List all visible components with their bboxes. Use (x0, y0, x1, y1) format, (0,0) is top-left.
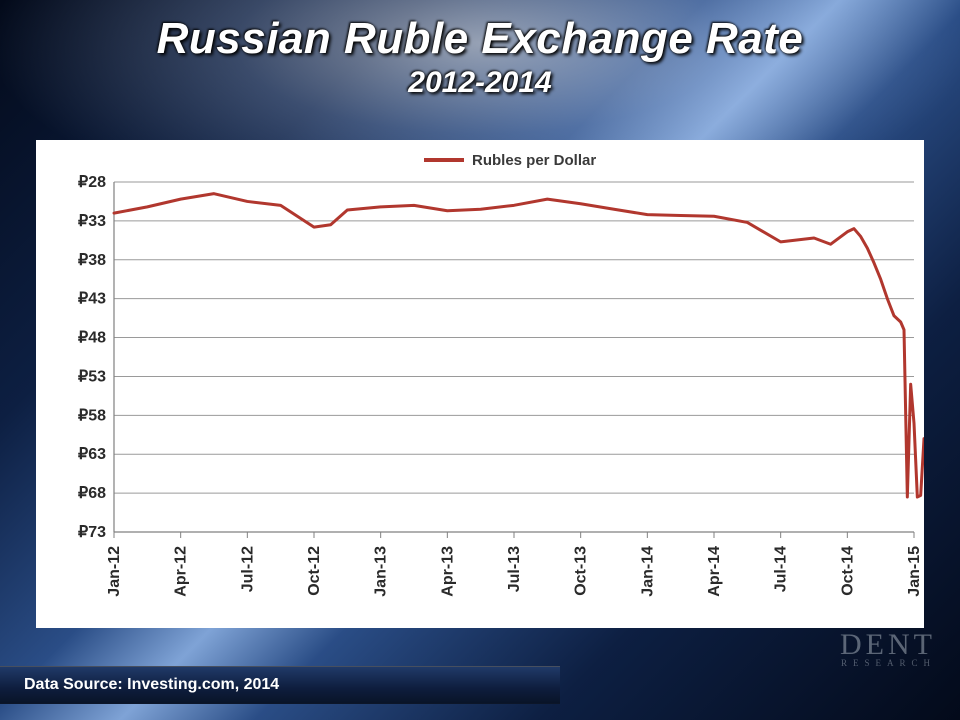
slide: Russian Ruble Exchange Rate 2012-2014 ₽2… (0, 0, 960, 720)
watermark-sub: RESEARCH (840, 658, 936, 668)
footer-label: Data Source: Investing.com, 2014 (24, 676, 279, 694)
x-tick-label: Oct-13 (573, 546, 590, 596)
y-tick-label: ₽63 (78, 446, 106, 463)
y-tick-label: ₽28 (78, 174, 106, 191)
legend-label: Rubles per Dollar (472, 152, 596, 169)
y-tick-label: ₽33 (78, 213, 106, 230)
x-tick-label: Jan-15 (906, 546, 923, 597)
y-tick-label: ₽48 (78, 330, 106, 347)
slide-title: Russian Ruble Exchange Rate (0, 14, 960, 64)
x-tick-label: Apr-13 (439, 546, 456, 597)
line-chart: ₽28 ₽33 ₽38 ₽43 ₽48 ₽53 ₽58 ₽63 ₽68 ₽73Jan-12 Apr-… (36, 140, 924, 628)
y-tick-label: ₽58 (78, 407, 106, 424)
x-tick-label: Oct-14 (839, 546, 856, 596)
y-tick-label: ₽53 (78, 368, 106, 385)
y-tick-label: ₽68 (78, 485, 106, 502)
title-block: Russian Ruble Exchange Rate 2012-2014 (0, 0, 960, 100)
footer-bar: Data Source: Investing.com, 2014 (0, 666, 560, 704)
x-tick-label: Jan-12 (106, 546, 123, 597)
x-tick-label: Oct-12 (306, 546, 323, 596)
watermark-logo: DENT RESEARCH (840, 628, 936, 668)
x-tick-label: Jul-14 (773, 546, 790, 592)
data-line (114, 194, 924, 497)
x-tick-label: Jan-14 (639, 546, 656, 597)
y-tick-label: ₽73 (78, 524, 106, 541)
chart-svg: ₽28 ₽33 ₽38 ₽43 ₽48 ₽53 ₽58 ₽63 ₽68 ₽73Jan-12 Apr-… (36, 140, 924, 628)
x-tick-label: Jul-12 (239, 546, 256, 592)
y-tick-label: ₽38 (78, 252, 106, 269)
x-tick-label: Apr-12 (173, 546, 190, 597)
slide-subtitle: 2012-2014 (0, 66, 960, 100)
watermark-main: DENT (840, 628, 936, 661)
y-tick-label: ₽43 (78, 291, 106, 308)
x-tick-label: Jan-13 (373, 546, 390, 597)
x-tick-label: Apr-14 (706, 546, 723, 597)
x-tick-label: Jul-13 (506, 546, 523, 592)
